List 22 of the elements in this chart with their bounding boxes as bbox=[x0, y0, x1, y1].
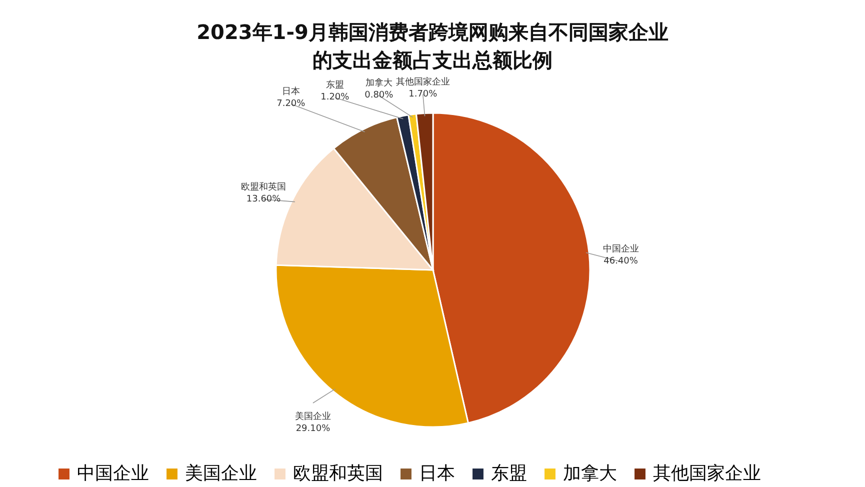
slice-label: 其他国家企业 bbox=[396, 76, 450, 88]
legend-label: 欧盟和英国 bbox=[293, 463, 383, 484]
legend-label: 东盟 bbox=[491, 463, 527, 484]
slice-label: 美国企业 bbox=[294, 411, 331, 422]
data-label: 29.10% bbox=[296, 424, 331, 434]
data-label: 1.20% bbox=[320, 92, 350, 103]
slice-label: 中国企业 bbox=[602, 244, 639, 255]
chart-title: 2023年1-9月韩国消费者跨境网购来自不同国家企业的支出金额占支出总额比例 bbox=[196, 20, 668, 72]
legend-label: 中国企业 bbox=[77, 463, 149, 484]
data-label: 1.70% bbox=[408, 89, 438, 100]
legend-label: 美国企业 bbox=[185, 463, 257, 484]
data-label: 0.80% bbox=[364, 90, 394, 101]
data-label: 13.60% bbox=[246, 194, 282, 204]
slice-label: 欧盟和英国 bbox=[241, 181, 286, 192]
legend-label: 其他国家企业 bbox=[653, 463, 761, 484]
legend-label: 日本 bbox=[419, 463, 455, 484]
legend-label: 加拿大 bbox=[563, 463, 617, 484]
slice-label: 日本 bbox=[282, 86, 300, 97]
data-label: 7.20% bbox=[276, 99, 306, 109]
slice-label: 加拿大 bbox=[365, 78, 392, 89]
slice-label: 东盟 bbox=[326, 80, 344, 91]
data-label: 46.40% bbox=[604, 256, 638, 267]
